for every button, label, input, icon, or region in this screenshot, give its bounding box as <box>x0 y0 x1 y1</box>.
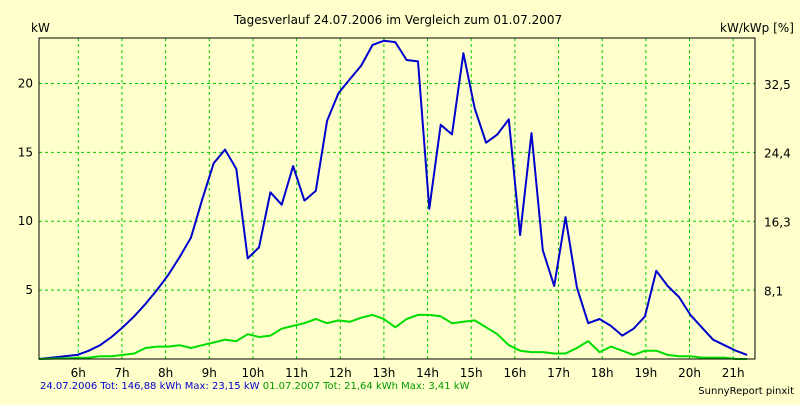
x-tick-label: 15h <box>460 366 483 380</box>
x-tick-label: 6h <box>71 366 86 380</box>
x-tick-label: 14h <box>416 366 439 380</box>
series2-summary: 01.07.2007 Tot: 21,64 kWh Max: 3,41 kW <box>262 381 470 392</box>
y-right-tick-label: 24,4 <box>764 147 791 161</box>
y-right-tick-label: 32,5 <box>764 78 791 92</box>
y-left-tick-label: 20 <box>18 76 33 90</box>
series-line-1 <box>38 39 748 360</box>
chart-title: Tagesverlauf 24.07.2006 im Vergleich zum… <box>233 13 562 27</box>
x-tick-label: 16h <box>503 366 526 380</box>
x-tick-label: 20h <box>678 366 701 380</box>
grid <box>39 38 755 359</box>
y-right-tick-label: 16,3 <box>764 216 791 230</box>
tick-labels: 6h 7h 8h 9h 10h 11h 12h 13h 14h 15h 16h 17h 18h 19h 20… <box>18 76 791 380</box>
x-tick-label: 9h <box>202 366 217 380</box>
y-left-tick-label: 15 <box>18 145 33 159</box>
x-tick-label: 21h <box>722 366 745 380</box>
x-tick-label: 18h <box>591 366 614 380</box>
y-right-axis-label: kW/kWp [%] <box>720 21 794 35</box>
series-layer <box>38 39 748 360</box>
y-left-tick-label: 5 <box>25 283 33 297</box>
series-line-2 <box>38 313 748 360</box>
x-tick-label: 17h <box>547 366 570 380</box>
plot-frame <box>38 37 756 360</box>
plot-area <box>39 38 755 359</box>
x-tick-label: 10h <box>241 366 264 380</box>
credit-text: SunnyReport pinxit <box>698 386 794 397</box>
y-left-tick-label: 10 <box>18 214 33 228</box>
x-tick-label: 11h <box>285 366 308 380</box>
x-tick-label: 12h <box>329 366 352 380</box>
x-tick-label: 13h <box>372 366 395 380</box>
x-tick-label: 8h <box>158 366 173 380</box>
x-tick-label: 19h <box>634 366 657 380</box>
footer-summary: 24.07.2006 Tot: 146,88 kWh Max: 23,15 kW… <box>40 381 469 392</box>
series1-summary: 24.07.2006 Tot: 146,88 kWh Max: 23,15 kW <box>40 381 260 392</box>
x-tick-label: 7h <box>114 366 129 380</box>
y-left-axis-label: kW <box>31 21 50 35</box>
y-right-tick-label: 8,1 <box>764 284 783 298</box>
